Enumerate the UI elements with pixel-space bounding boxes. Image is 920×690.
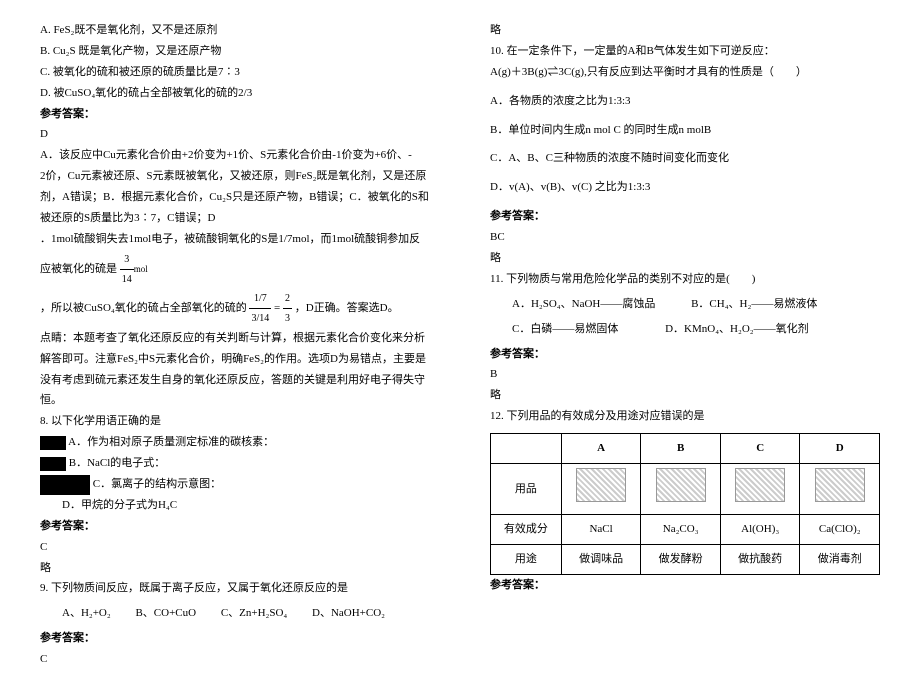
q10-stem1: 10. 在一定条件下，一定量的A和B气体发生如下可逆反应：: [490, 41, 880, 62]
q7-optB: B. Cu₂S 既是氧化产物，又是还原产物: [40, 41, 430, 62]
q10-optC: C．A、B、C三种物质的浓度不随时间变化而变化: [490, 148, 880, 169]
q12-answer-label: 参考答案：: [490, 575, 880, 596]
q10-optB: B．单位时间内生成n mol C 的同时生成n molB: [490, 120, 880, 141]
q7-expl1: A．该反应中Cu元素化合价由+2价变为+1价、S元素化合价由-1价变为+6价、-: [40, 145, 430, 166]
product-image-icon: [656, 468, 706, 502]
product-image-icon: [576, 468, 626, 502]
right-column: 略 10. 在一定条件下，一定量的A和B气体发生如下可逆反应： A(g)＋3B(…: [490, 20, 880, 670]
q12-stem: 12. 下列用品的有效成分及用途对应错误的是: [490, 406, 880, 427]
q11-optsCD: C．白磷——易燃固体 D．KMnO₄、H₂O₂——氧化剂: [490, 319, 880, 340]
q7-answer-label: 参考答案：: [40, 104, 430, 125]
q7-expl5: 点睛：本题考查了氧化还原反应的有关判断与计算，根据元素化合价变化来分析解答即可。…: [40, 328, 430, 412]
fraction-icon: 1/73/14: [249, 289, 271, 328]
table-row: A B C D: [491, 434, 880, 464]
q7-expl4: ，所以被CuSO₄氧化的硫占全部氧化的硫的 1/73/14 = 23 ，D正确。…: [40, 289, 430, 328]
q11-optsAB: A．H₂SO₄、NaOH——腐蚀品 B．CH₄、H₂——易燃液体: [490, 294, 880, 315]
q10-optD: D．v(A)、v(B)、v(C) 之比为1:3:3: [490, 177, 880, 198]
image-placeholder-icon: [40, 457, 66, 471]
fraction-icon: 23: [283, 289, 292, 328]
q8-stem: 8. 以下化学用语正确的是: [40, 411, 430, 432]
q9-options: A、H₂+O₂ B、CO+CuO C、Zn+H₂SO₄ D、NaOH+CO₂: [40, 603, 430, 624]
q9-stem: 9. 下列物质间反应，既属于离子反应，又属于氧化还原反应的是: [40, 578, 430, 599]
q8-answer-label: 参考答案：: [40, 516, 430, 537]
q10-optA: A．各物质的浓度之比为1:3:3: [490, 91, 880, 112]
q10-answer-label: 参考答案：: [490, 206, 880, 227]
product-image-icon: [735, 468, 785, 502]
q9-answer: C: [40, 649, 430, 670]
q7-optD: D. 被CuSO₄氧化的硫占全部被氧化的硫的2/3: [40, 83, 430, 104]
q7-optC: C. 被氧化的硫和被还原的硫质量比是7∶3: [40, 62, 430, 83]
product-image-icon: [815, 468, 865, 502]
q8-optA: A．作为相对原子质量测定标准的碳核素：: [40, 432, 430, 453]
q10-stem2: A(g)＋3B(g)⇌3C(g),只有反应到达平衡时才具有的性质是（ ）: [490, 62, 880, 83]
q7-optA: A. FeS₂既不是氧化剂，又不是还原剂: [40, 20, 430, 41]
q8-optD: D．甲烷的分子式为H₄C: [40, 495, 430, 516]
q8-note: 略: [40, 558, 430, 579]
left-column: A. FeS₂既不是氧化剂，又不是还原剂 B. Cu₂S 既是氧化产物，又是还原…: [40, 20, 430, 670]
table-row: 有效成分 NaCl Na₂CO₃ Al(OH)₃ Ca(ClO)₂: [491, 514, 880, 544]
q12-table: A B C D 用品 有效成分 NaCl Na₂CO₃ Al(OH)₃ Ca(C…: [490, 433, 880, 575]
image-placeholder-icon: [40, 475, 90, 495]
q10-answer: BC: [490, 227, 880, 248]
q11-note: 略: [490, 385, 880, 406]
note-top: 略: [490, 20, 880, 41]
q8-optC: C．氯离子的结构示意图：: [40, 474, 430, 495]
q7-expl3: ．1mol硫酸铜失去1mol电子，被硫酸铜氧化的S是1/7mol，而1mol硫酸…: [40, 229, 430, 289]
q8-answer: C: [40, 537, 430, 558]
q9-answer-label: 参考答案：: [40, 628, 430, 649]
image-placeholder-icon: [40, 436, 66, 450]
table-row: 用品: [491, 464, 880, 515]
q10-note: 略: [490, 248, 880, 269]
q8-optB: B．NaCl的电子式：: [40, 453, 430, 474]
q11-stem: 11. 下列物质与常用危险化学品的类别不对应的是( ): [490, 269, 880, 290]
q11-answer-label: 参考答案：: [490, 344, 880, 365]
table-row: 用途 做调味品 做发酵粉 做抗酸药 做消毒剂: [491, 544, 880, 574]
q7-answer: D: [40, 124, 430, 145]
q11-answer: B: [490, 364, 880, 385]
q7-expl2: 2价，Cu元素被还原、S元素既被氧化，又被还原，则FeS₂既是氧化剂，又是还原剂…: [40, 166, 430, 229]
fraction-icon: 314: [120, 250, 134, 289]
